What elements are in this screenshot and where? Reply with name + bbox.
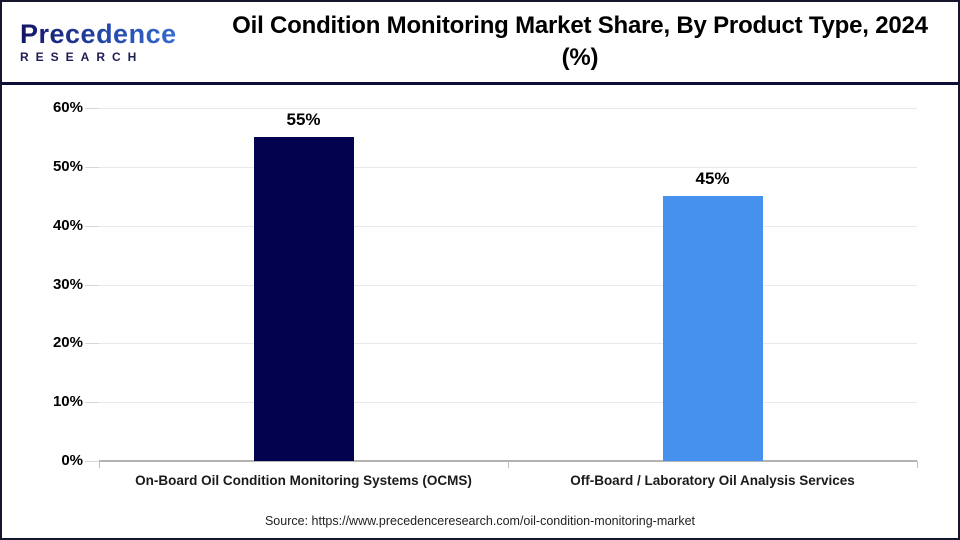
y-axis-tick bbox=[85, 343, 99, 345]
header: Precedence RESEARCH Oil Condition Monito… bbox=[2, 2, 958, 85]
source-citation: Source: https://www.precedenceresearch.c… bbox=[264, 514, 696, 528]
bar-value-label: 45% bbox=[695, 169, 730, 189]
category-label: On-Board Oil Condition Monitoring System… bbox=[135, 473, 472, 488]
bar-chart: 0% 10% 20% 30% 40% 50% 60% 55% On-Board Oil Cond… bbox=[2, 87, 958, 538]
y-axis-label: 60% bbox=[52, 99, 83, 116]
y-axis-label: 10% bbox=[52, 393, 83, 411]
gridline bbox=[99, 343, 917, 345]
x-axis-tick bbox=[99, 461, 100, 468]
logo-subtitle: RESEARCH bbox=[20, 50, 144, 64]
gridline bbox=[99, 108, 917, 109]
logo-wordmark: Precedence bbox=[20, 21, 202, 48]
y-axis-label: 20% bbox=[52, 334, 83, 352]
y-axis-tick bbox=[85, 166, 99, 168]
x-axis-tick bbox=[917, 461, 918, 468]
y-axis-tick bbox=[85, 108, 99, 109]
bar-value-label: 55% bbox=[286, 110, 321, 130]
x-axis-tick bbox=[508, 461, 509, 468]
gridline bbox=[99, 402, 917, 404]
title-wrap: Oil Condition Monitoring Market Share, B… bbox=[202, 10, 958, 75]
y-axis-tick bbox=[85, 402, 99, 404]
y-axis-tick bbox=[85, 225, 99, 227]
gridline bbox=[99, 225, 917, 227]
page-title: Oil Condition Monitoring Market Share, B… bbox=[232, 11, 928, 71]
bar bbox=[662, 196, 763, 461]
category-label: Off-Board / Laboratory Oil Analysis Serv… bbox=[570, 473, 855, 488]
bar bbox=[253, 137, 354, 461]
y-axis-label: 50% bbox=[52, 157, 83, 175]
y-axis-tick bbox=[85, 461, 99, 462]
y-axis-label: 30% bbox=[52, 275, 83, 293]
y-axis-label: 0% bbox=[61, 452, 83, 469]
gridline bbox=[99, 166, 917, 168]
precedence-research-logo: Precedence RESEARCH bbox=[2, 21, 202, 64]
gridline bbox=[99, 284, 917, 286]
y-axis-label: 40% bbox=[52, 216, 83, 234]
y-axis-tick bbox=[85, 284, 99, 286]
